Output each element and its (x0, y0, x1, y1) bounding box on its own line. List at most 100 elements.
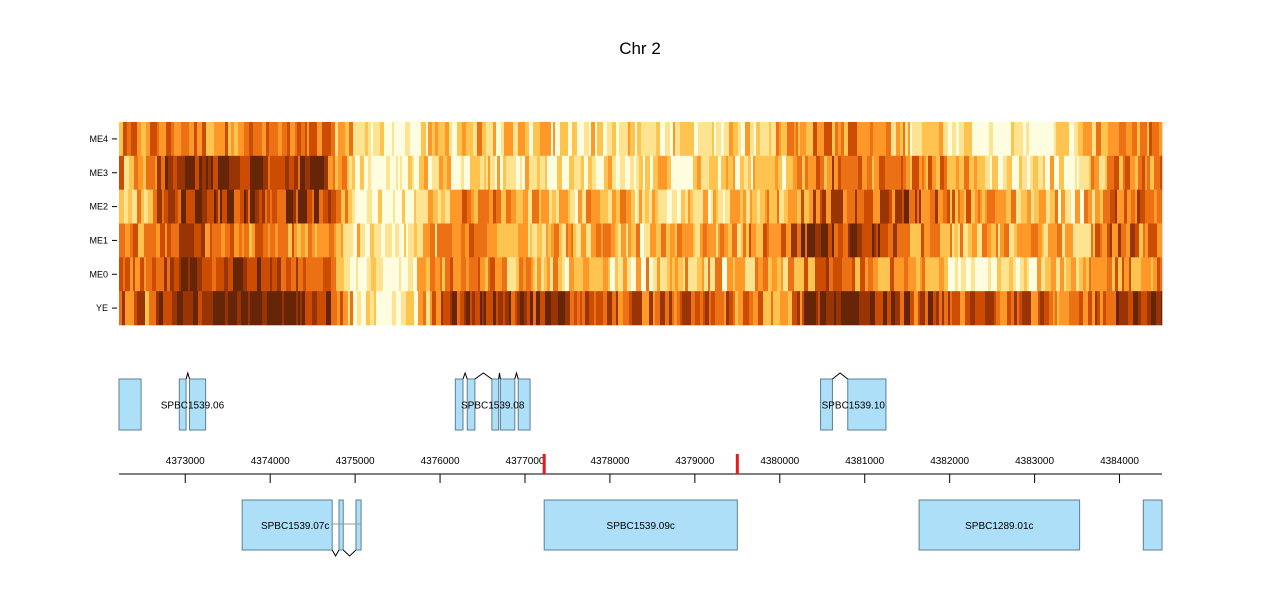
heatmap-cell (1135, 223, 1140, 258)
heatmap-cell (527, 291, 531, 326)
heatmap-cell (428, 122, 433, 157)
heatmap-cell (1042, 291, 1045, 326)
heatmap-cell (904, 189, 910, 224)
heatmap-cell (829, 122, 833, 157)
heatmap-cell (950, 223, 953, 258)
heatmap-cell (347, 155, 350, 190)
gene-partial (1142, 499, 1163, 551)
heatmap-cell (968, 223, 973, 258)
heatmap-cell (483, 223, 486, 258)
heatmap-cell (1038, 155, 1042, 190)
heatmap-cell (435, 223, 438, 258)
heatmap-cell (568, 189, 571, 224)
heatmap-cell (852, 122, 858, 157)
heatmap-cell (767, 189, 770, 224)
heatmap-cell (1014, 291, 1018, 326)
heatmap-cell (639, 155, 642, 190)
heatmap-cell (1006, 257, 1010, 292)
heatmap-cell (707, 223, 712, 258)
heatmap-cell (637, 189, 640, 224)
heatmap-cell (1103, 189, 1107, 224)
heatmap-cell (912, 189, 916, 224)
heatmap-cell (450, 189, 455, 224)
heatmap-cell (168, 155, 174, 190)
heatmap-cell (1016, 189, 1022, 224)
heatmap-cell (1154, 189, 1158, 224)
heatmap-cell (1088, 291, 1093, 326)
heatmap-cell (563, 122, 569, 157)
heatmap-cell (810, 223, 816, 258)
heatmap-cell (769, 223, 774, 258)
heatmap-cell (675, 122, 681, 157)
heatmap-cell (591, 122, 596, 157)
heatmap-cell (707, 122, 713, 157)
heatmap-cell (329, 223, 335, 258)
heatmap-cell (212, 189, 215, 224)
heatmap-cell (769, 122, 772, 157)
heatmap-cell (177, 155, 183, 190)
heatmap-cell (397, 189, 403, 224)
heatmap-cell (247, 257, 253, 292)
heatmap-cell (541, 257, 545, 292)
heatmap-cell (547, 257, 551, 292)
heatmap-cell (789, 122, 795, 157)
heatmap-cell (1145, 291, 1148, 326)
intron (514, 371, 519, 380)
heatmap-cell (868, 291, 871, 326)
heatmap-cell (584, 122, 587, 157)
heatmap-cell (867, 155, 873, 190)
heatmap-cell (964, 155, 970, 190)
heatmap-cell (585, 291, 590, 326)
heatmap-cell (278, 291, 281, 326)
heatmap-cell (989, 291, 995, 326)
heatmap-cell (1091, 257, 1096, 292)
heatmap-cell (773, 223, 777, 258)
heatmap-cell (568, 223, 572, 258)
heatmap-cell (993, 257, 998, 292)
heatmap-cell (291, 257, 297, 292)
heatmap-cell (375, 122, 381, 157)
heatmap-cell (606, 155, 609, 190)
heatmap-cell (288, 223, 293, 258)
heatmap-cell (697, 257, 703, 292)
heatmap-cell (1021, 189, 1025, 224)
heatmap-cell (998, 223, 1001, 258)
heatmap-cell (1051, 257, 1057, 292)
heatmap-cell (418, 291, 424, 326)
heatmap-cell (878, 122, 882, 157)
heatmap-cell (1096, 122, 1102, 157)
heatmap-cell (297, 223, 302, 258)
x-tick-label: 4376000 (421, 456, 460, 467)
heatmap-cell (180, 291, 184, 326)
heatmap-cell (119, 223, 122, 258)
heatmap-cell (939, 122, 944, 157)
heatmap-cell (910, 223, 914, 258)
heatmap-cell (454, 189, 460, 224)
heatmap-cell (218, 155, 223, 190)
heatmap-cell (950, 257, 956, 292)
heatmap-cell (1100, 223, 1103, 258)
heatmap-cell (1114, 155, 1120, 190)
heatmap-cell (192, 155, 196, 190)
heatmap-cell (416, 122, 422, 157)
heatmap-cell (1033, 155, 1039, 190)
heatmap-cell (891, 291, 896, 326)
heatmap-cell (353, 291, 358, 326)
heatmap-cell (653, 257, 658, 292)
heatmap-cell (708, 257, 711, 292)
heatmap-cell (663, 122, 666, 157)
heatmap-cell (1107, 223, 1111, 258)
heatmap-cell (987, 223, 992, 258)
heatmap-cell (1060, 257, 1065, 292)
heatmap-cell (681, 257, 684, 292)
heatmap-cell (860, 257, 866, 292)
heatmap-cell (484, 291, 487, 326)
heatmap-cell (255, 223, 261, 258)
heatmap-cell (723, 189, 726, 224)
heatmap-cell (864, 291, 869, 326)
heatmap-cell (904, 257, 909, 292)
heatmap-cell (763, 291, 767, 326)
heatmap-cell (801, 189, 805, 224)
heatmap-cell (641, 122, 645, 157)
heatmap-cell (766, 291, 772, 326)
